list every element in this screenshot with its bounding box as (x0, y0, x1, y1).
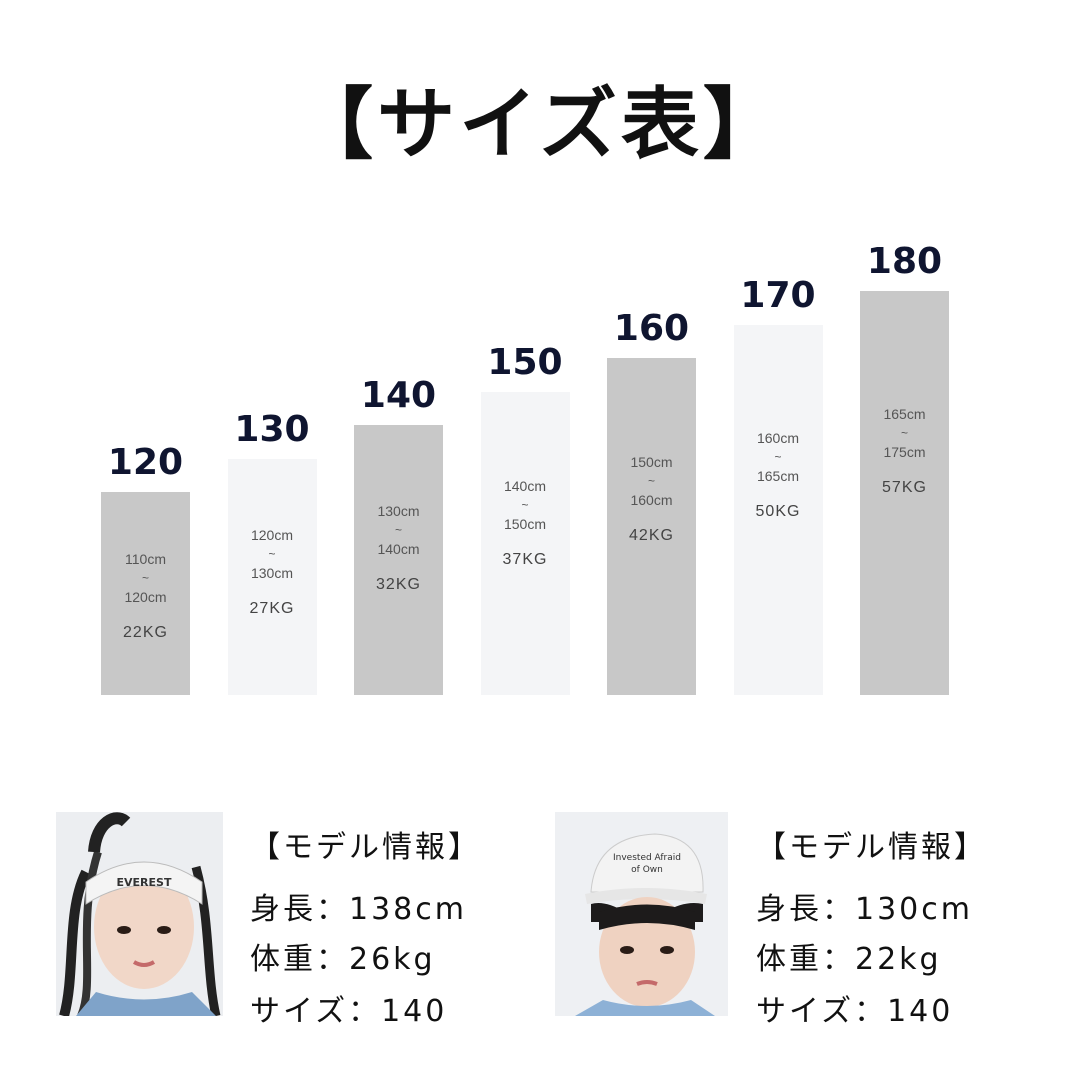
model-height: 身長：138cm (250, 892, 467, 927)
size-bar-120 (101, 492, 190, 695)
range-from: 165cm (883, 406, 926, 423)
model-heading: 【モデル情報】 (250, 830, 481, 865)
range-to: 150cm (503, 516, 547, 533)
range-separator: ~ (900, 426, 908, 441)
weight-label-180: 57KG (882, 479, 927, 497)
model-info-1: 【モデル情報】 身長：138cm 体重：26kg サイズ：140 (250, 812, 550, 1032)
height-range-160: 150cm ~160cm (607, 452, 696, 510)
height-range-130: 120cm ~130cm (228, 525, 317, 583)
size-label-120: 120 (107, 442, 184, 483)
size-bar-130 (227, 458, 317, 695)
range-from: 160cm (756, 430, 800, 447)
girl-portrait-icon: EVEREST (56, 812, 223, 1016)
range-to: 120cm (124, 588, 167, 605)
size-bar-140 (354, 425, 443, 695)
range-separator: ~ (141, 570, 149, 585)
range-from: 120cm (250, 526, 294, 543)
size-label-150: 150 (487, 341, 563, 383)
size-label-160: 160 (613, 308, 690, 349)
size-bar-180 (860, 291, 949, 695)
size-label-140: 140 (360, 375, 437, 416)
size-label-170: 170 (740, 274, 816, 316)
range-to: 160cm (630, 492, 673, 509)
weight-label-130: 27KG (249, 599, 295, 617)
range-to: 140cm (377, 540, 420, 557)
model-weight: 体重：22kg (756, 942, 942, 977)
height-range-170: 160cm ~165cm (734, 428, 823, 486)
height-range-140: 130cm ~140cm (354, 501, 443, 559)
size-bar-150 (480, 391, 570, 695)
range-separator: ~ (521, 498, 529, 513)
model-height: 身長：130cm (756, 892, 973, 927)
boy-portrait-icon: Invested Afraid of Own (555, 812, 728, 1016)
weight-label-170: 50KG (755, 503, 801, 521)
height-range-150: 140cm ~150cm (481, 476, 570, 534)
size-chart: 120 110cm ~120cm 22KG 130 120cm ~130cm 27KG 140 1… (101, 241, 949, 695)
range-separator: ~ (647, 474, 655, 489)
weight-label-160: 42KG (629, 527, 674, 545)
size-label-130: 130 (234, 408, 310, 450)
model-info-2: 【モデル情報】 身長：130cm 体重：22kg サイズ：140 (756, 812, 1056, 1032)
range-to: 130cm (250, 564, 294, 581)
height-range-180: 165cm ~175cm (860, 404, 949, 462)
range-separator: ~ (774, 450, 782, 465)
model-size: サイズ：140 (756, 994, 954, 1029)
girl-model-photo: EVEREST (56, 812, 223, 1016)
range-separator: ~ (268, 546, 276, 561)
model-weight: 体重：26kg (250, 942, 436, 977)
range-from: 150cm (630, 454, 673, 471)
size-bar-170 (733, 324, 823, 695)
weight-label-120: 22KG (123, 623, 168, 641)
range-separator: ~ (394, 522, 402, 537)
svg-text:Invested Afraid: Invested Afraid (613, 853, 681, 863)
page-title: 【サイズ表】 (295, 80, 785, 170)
range-from: 110cm (125, 550, 166, 567)
range-from: 130cm (377, 502, 420, 519)
boy-model-photo: Invested Afraid of Own (555, 812, 728, 1016)
range-to: 175cm (883, 444, 926, 461)
height-range-120: 110cm ~120cm (101, 549, 190, 607)
model-size: サイズ：140 (250, 994, 448, 1029)
range-to: 165cm (756, 468, 800, 485)
range-from: 140cm (503, 478, 547, 495)
weight-label-140: 32KG (376, 575, 421, 593)
model-heading: 【モデル情報】 (756, 830, 987, 865)
size-bar-160 (607, 358, 696, 695)
weight-label-150: 37KG (502, 551, 548, 569)
size-label-180: 180 (866, 241, 943, 282)
svg-text:EVEREST: EVEREST (117, 876, 172, 889)
svg-text:of Own: of Own (631, 865, 663, 875)
